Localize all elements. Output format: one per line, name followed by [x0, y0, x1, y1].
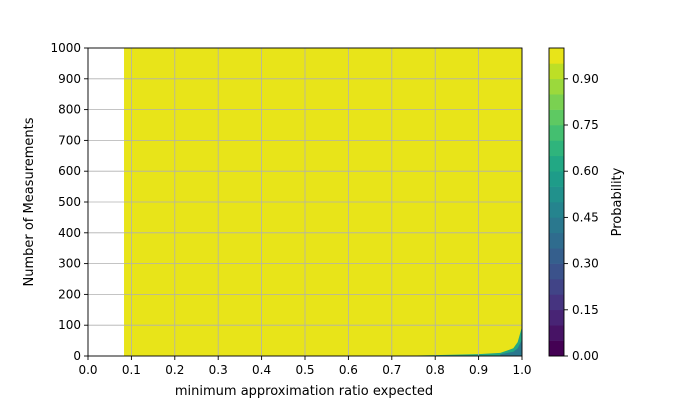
colorbar-band [549, 140, 564, 157]
colorbar-band [549, 232, 564, 249]
y-tick-label: 400 [58, 226, 81, 240]
colorbar-tick-label: 0.15 [572, 303, 599, 317]
colorbar-band [549, 186, 564, 203]
x-tick-label: 0.9 [469, 363, 488, 377]
colorbar-band [549, 78, 564, 95]
y-tick-label: 900 [58, 72, 81, 86]
x-tick-label: 0.1 [122, 363, 141, 377]
colorbar-frame [548, 47, 565, 357]
colorbar-tick-label: 0.30 [572, 257, 599, 271]
heatmap-low-probability-region [500, 339, 522, 356]
y-tick-label: 200 [58, 287, 81, 301]
colorbar-band [549, 94, 564, 110]
colorbar: 0.00 0.15 0.30 0.45 0.60 0.75 0.90 [548, 47, 599, 363]
y-tick-label: 300 [58, 257, 81, 271]
x-tick-label: 0.3 [209, 363, 228, 377]
x-tick-label: 0.5 [295, 363, 314, 377]
colorbar-band [549, 109, 564, 126]
colorbar-tick-label: 0.75 [572, 118, 599, 132]
colorbar-band [549, 279, 564, 295]
y-tick-label: 0 [73, 349, 81, 363]
x-tick-label: 0.0 [78, 363, 97, 377]
x-tick-label: 1.0 [512, 363, 531, 377]
colorbar-tick-label: 0.60 [572, 164, 599, 178]
colorbar-tick-label: 0.00 [572, 349, 599, 363]
y-tick-label: 600 [58, 164, 81, 178]
colorbar-band [549, 155, 564, 172]
colorbar-band [549, 340, 564, 357]
colorbar-band [549, 325, 564, 341]
colorbar-band [549, 63, 564, 80]
colorbar-band [549, 248, 564, 264]
y-tick-label: 100 [58, 318, 81, 332]
x-tick-label: 0.7 [382, 363, 401, 377]
colorbar-band [549, 309, 564, 326]
x-tick-label: 0.4 [252, 363, 271, 377]
x-tick-label: 0.8 [426, 363, 445, 377]
colorbar-band [549, 263, 564, 280]
x-tick-label: 0.2 [165, 363, 184, 377]
y-axis-label: Number of Measurements [22, 117, 37, 286]
axes: 0.0 0.1 0.2 0.3 0.4 0.5 0.6 0.7 0.8 0.9 1.0 0 100 200… [50, 41, 531, 377]
colorbar-band [549, 294, 564, 311]
y-tick-label: 1000 [50, 41, 81, 55]
y-tick-label: 500 [58, 195, 81, 209]
colorbar-tick-label: 0.45 [572, 210, 599, 224]
colorbar-band [549, 171, 564, 187]
colorbar-band [549, 217, 564, 234]
colorbar-tick-label: 0.90 [572, 72, 599, 86]
colorbar-band [549, 202, 564, 218]
colorbar-label: Probability [610, 167, 625, 236]
y-tick-label: 700 [58, 133, 81, 147]
y-tick-label: 800 [58, 103, 81, 117]
colorbar-band [549, 48, 564, 64]
colorbar-band [549, 125, 564, 141]
x-axis-label: minimum approximation ratio expected [175, 384, 433, 399]
x-tick-label: 0.6 [339, 363, 358, 377]
